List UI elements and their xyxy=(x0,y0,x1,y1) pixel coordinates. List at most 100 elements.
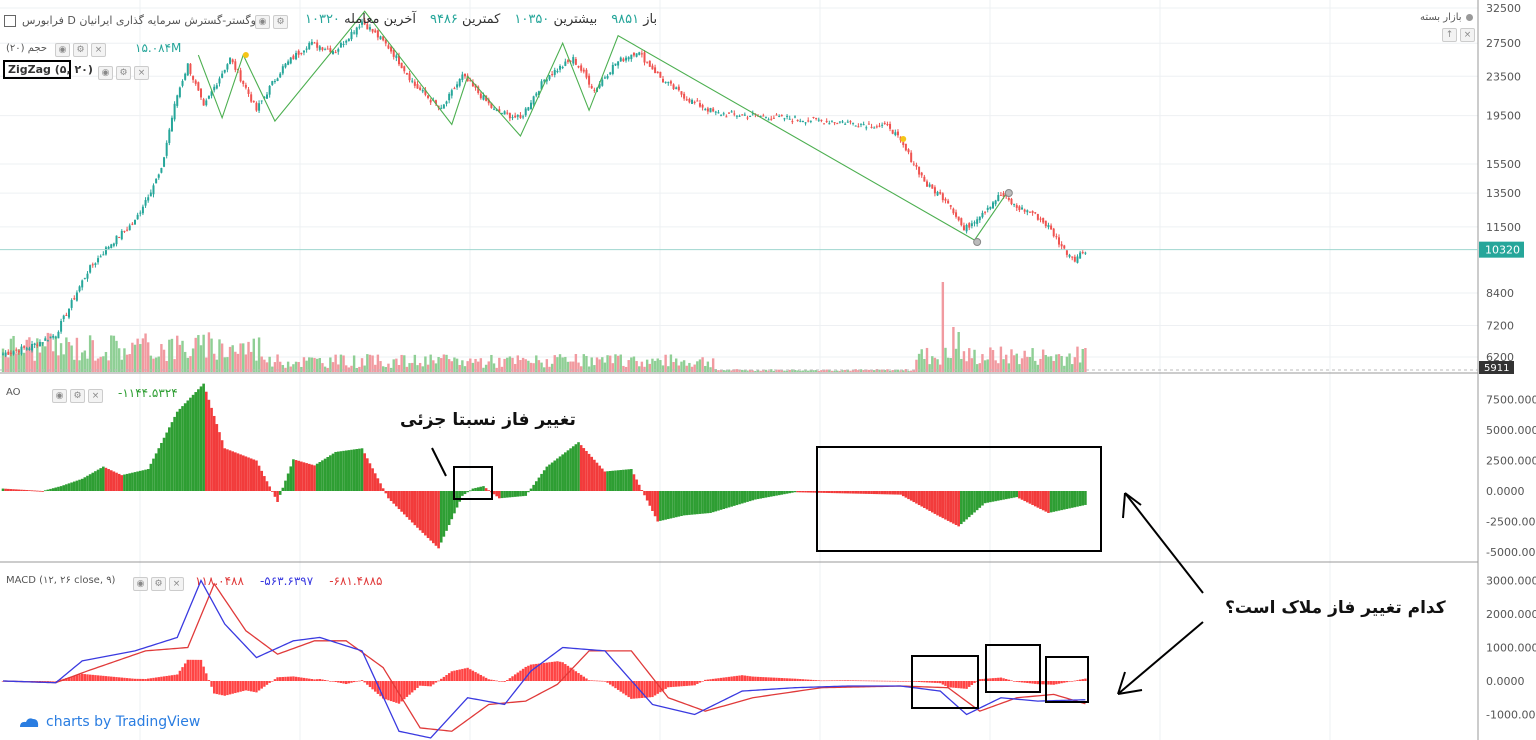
volume-close-icon[interactable]: × xyxy=(91,43,106,57)
volume-eye-icon[interactable]: ◉ xyxy=(55,43,70,57)
macd-eye-icon[interactable]: ◉ xyxy=(133,577,148,591)
volume-bar xyxy=(521,357,525,372)
volume-bar xyxy=(754,370,757,372)
stat-last: آخرین معامله ۱۰۳۲۰ xyxy=(305,12,416,27)
ao-tick: 2500.0000 xyxy=(1486,455,1536,468)
volume-bar xyxy=(281,365,285,372)
ao-bar xyxy=(804,491,807,493)
ao-bar xyxy=(96,469,100,491)
ao-bar xyxy=(326,456,330,491)
candle-body xyxy=(955,212,958,217)
volume-gear-icon[interactable]: ⚙ xyxy=(73,43,88,57)
volume-bar xyxy=(989,347,992,372)
candle-body xyxy=(566,60,569,62)
ao-bar xyxy=(809,491,813,493)
macd-hist-bar xyxy=(424,681,427,687)
volume-bar xyxy=(640,361,644,372)
macd-hist-bar xyxy=(112,676,116,681)
volume-bar xyxy=(234,351,237,372)
macd-hist-bar xyxy=(453,670,456,681)
ao-bar xyxy=(624,469,628,491)
macd-hist-bar xyxy=(384,681,387,700)
macd-hist-bar xyxy=(986,678,989,681)
macd-hist-bar xyxy=(516,672,519,681)
ao-bar xyxy=(442,491,446,537)
candle-body xyxy=(213,86,216,91)
tradingview-logo[interactable]: charts by TradingView xyxy=(18,714,200,730)
ao-bar xyxy=(347,450,351,491)
ao-bar xyxy=(292,459,295,491)
candle-body xyxy=(1007,198,1010,200)
gear-icon[interactable]: ⚙ xyxy=(273,15,288,29)
volume-bar xyxy=(178,344,182,372)
macd-hist-bar xyxy=(682,681,686,687)
candle-body xyxy=(279,73,282,78)
ao-bar xyxy=(820,491,823,493)
candle-body xyxy=(411,80,414,82)
macd-hist-bar xyxy=(933,681,937,683)
macd-hist-bar xyxy=(350,681,353,683)
macd-hist-bar xyxy=(709,679,712,681)
ao-eye-icon[interactable]: ◉ xyxy=(52,389,67,403)
volume-bar xyxy=(236,353,240,372)
ao-bar xyxy=(711,491,715,513)
macd-hist-bar xyxy=(609,681,612,685)
zigzag-close-icon[interactable]: × xyxy=(134,66,149,80)
ao-bar xyxy=(270,491,274,492)
eye-icon[interactable]: ◉ xyxy=(255,15,270,29)
ao-bar xyxy=(46,489,50,491)
candle-body xyxy=(376,30,379,38)
volume-bar xyxy=(326,367,329,372)
candle-body xyxy=(408,73,411,81)
macd-hist-bar xyxy=(780,678,783,681)
ao-bar xyxy=(669,491,673,519)
candle-body xyxy=(131,223,134,225)
candle-body xyxy=(804,122,807,124)
macd-hist-bar xyxy=(445,675,448,681)
ao-bar xyxy=(310,464,314,491)
volume-bar xyxy=(1026,356,1029,372)
volume-bar xyxy=(318,358,321,372)
volume-bar xyxy=(1081,349,1084,372)
volume-bar xyxy=(102,356,105,372)
candle-body xyxy=(662,78,664,83)
volume-bar xyxy=(1039,358,1042,372)
zigzag-gear-icon[interactable]: ⚙ xyxy=(116,66,131,80)
macd-line xyxy=(2,578,1086,739)
volume-bar xyxy=(1002,359,1005,372)
volume-bar xyxy=(51,351,55,372)
ao-bar xyxy=(307,463,311,491)
candle-body xyxy=(186,63,189,76)
candle-body xyxy=(276,78,279,82)
ao-bar xyxy=(487,490,491,491)
candle-body xyxy=(2,353,4,355)
macd-close-icon[interactable]: × xyxy=(169,577,184,591)
candle-body xyxy=(614,63,617,66)
last-price-text: 10320 xyxy=(1485,244,1520,257)
volume-bar xyxy=(653,360,657,372)
volume-bar xyxy=(44,346,47,372)
candle-body xyxy=(1039,218,1042,220)
ao-bar xyxy=(561,454,564,491)
ao-bar xyxy=(302,462,306,491)
volume-bar xyxy=(1010,349,1013,372)
zigzag-eye-icon[interactable]: ◉ xyxy=(98,66,113,80)
macd-hist-bar xyxy=(205,673,208,681)
ao-close-icon[interactable]: × xyxy=(88,389,103,403)
macd-gear-icon[interactable]: ⚙ xyxy=(151,577,166,591)
ao-gear-icon[interactable]: ⚙ xyxy=(70,389,85,403)
ao-bar xyxy=(960,491,963,525)
ao-bar xyxy=(677,491,681,517)
macd-hist-bar xyxy=(78,674,81,681)
candle-body xyxy=(759,115,762,117)
pane-up-icon[interactable]: ↑ xyxy=(1442,28,1457,42)
candle-body xyxy=(564,61,567,66)
ao-bar xyxy=(656,491,660,522)
candle-body xyxy=(918,166,921,175)
pane-close-icon[interactable]: × xyxy=(1460,28,1475,42)
volume-bar xyxy=(59,343,63,372)
volume-bar xyxy=(400,354,403,372)
collapse-icon[interactable] xyxy=(4,14,16,27)
candle-body xyxy=(553,70,556,75)
